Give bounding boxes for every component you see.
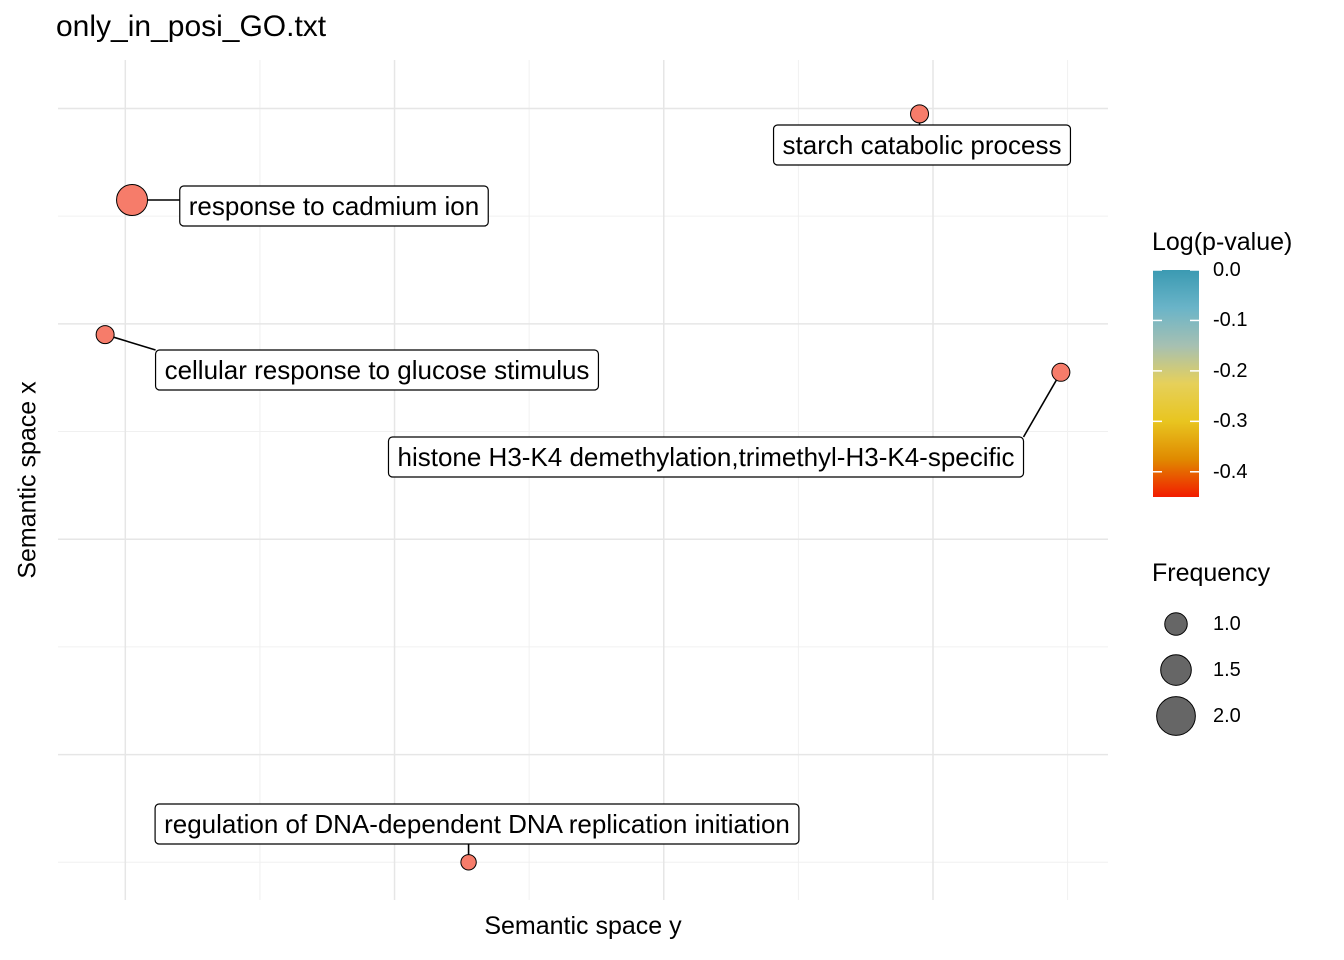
size-legend-label: 1.0 (1213, 613, 1241, 635)
point-label-box (772, 124, 1072, 166)
data-point (116, 184, 149, 216)
point-label-text: cellular response to glucose stimulus (165, 355, 590, 385)
point-label-text: regulation of DNA-dependent DNA replicat… (164, 809, 790, 839)
color-legend-tick-label: -0.3 (1213, 410, 1248, 433)
point-leader-line (1022, 376, 1059, 438)
size-legend-circle (1164, 612, 1188, 636)
size-legend-label: 2.0 (1213, 705, 1241, 727)
point-label-box (387, 436, 1025, 478)
data-point (460, 854, 477, 871)
legend-layer (1153, 269, 1199, 736)
x-axis-label: Semantic space y (484, 912, 682, 940)
point-label-text: histone H3-K4 demethylation,trimethyl-H3… (397, 442, 1014, 472)
size-legend-label: 1.5 (1213, 659, 1241, 681)
y-axis-label: Semantic space x (13, 381, 42, 579)
point-label-text: starch catabolic process (783, 130, 1062, 160)
size-legend-circle (1160, 654, 1192, 686)
size-legend-title: Frequency (1152, 559, 1271, 587)
point-label-text: response to cadmium ion (189, 191, 479, 221)
color-legend-tick-label: -0.4 (1213, 460, 1248, 483)
label-layer: starch catabolic process response to cadm… (154, 124, 1072, 845)
chart-title: only_in_posi_GO.txt (56, 10, 327, 43)
color-legend-tick-label: -0.1 (1213, 309, 1248, 332)
point-leader-line (110, 335, 156, 351)
color-legend-tick-label: 0.0 (1213, 259, 1241, 281)
point-label-box (154, 803, 800, 845)
point-label-box (179, 185, 489, 227)
leader-layer (110, 119, 1059, 858)
point-label-box (154, 349, 600, 391)
color-legend-title: Log(p-value) (1152, 228, 1293, 256)
grid-layer (58, 60, 1108, 900)
color-legend-bar (1153, 270, 1199, 497)
color-legend-tick-label: -0.2 (1213, 359, 1248, 382)
point-layer (95, 104, 1071, 871)
data-point (95, 325, 115, 345)
data-point (1051, 362, 1071, 382)
size-legend-circle (1156, 696, 1196, 736)
data-point (910, 104, 930, 124)
